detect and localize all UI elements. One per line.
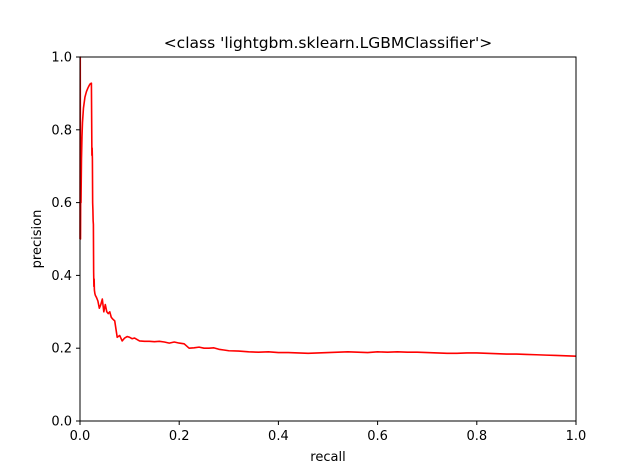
plot-area [79, 56, 577, 358]
x-tick-label: 0.2 [169, 429, 190, 444]
axes: 0.0 0.2 0.4 0.6 0.8 1.0 0.0 0.2 0.4 0.6 0.8 1.0 [51, 51, 586, 445]
x-axis-label: recall [310, 450, 345, 465]
chart-title: <class 'lightgbm.sklearn.LGBMClassifier'… [164, 34, 493, 52]
y-tick-label: 0.4 [51, 269, 72, 284]
x-tick-label: 0.0 [70, 429, 91, 444]
y-tick-label: 1.0 [51, 51, 72, 66]
x-tick-label: 0.8 [466, 429, 487, 444]
y-axis-label: precision [30, 210, 45, 269]
y-tick-label: 0.0 [51, 415, 72, 430]
series-line-0 [79, 56, 577, 358]
y-tick-label: 0.2 [51, 342, 72, 357]
y-tick-label: 0.8 [51, 123, 72, 138]
y-tick-label: 0.6 [51, 196, 72, 211]
x-tick-label: 0.4 [268, 429, 289, 444]
x-tick-label: 1.0 [566, 429, 587, 444]
axes-frame [79, 56, 577, 422]
x-tick-label: 0.6 [367, 429, 388, 444]
